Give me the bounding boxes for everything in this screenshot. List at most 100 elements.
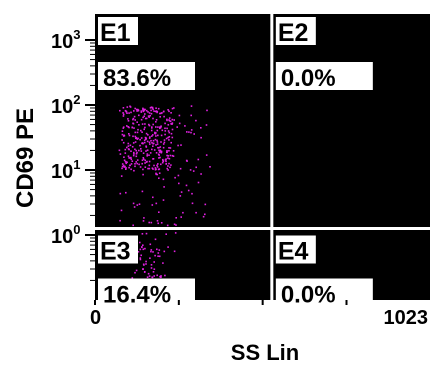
scatter-point [195, 119, 197, 122]
scatter-point [136, 121, 138, 123]
scatter-point [123, 134, 126, 137]
scatter-point [150, 249, 153, 251]
scatter-point [154, 238, 157, 241]
scatter-point [170, 112, 172, 114]
scatter-point [171, 128, 174, 131]
scatter-point [160, 276, 162, 278]
quadrant-percent-box [275, 62, 373, 90]
scatter-point [142, 168, 144, 171]
x-tick-label: 0 [90, 307, 101, 329]
scatter-point [138, 114, 140, 117]
scatter-point [140, 118, 143, 121]
scatter-point [147, 115, 150, 117]
scatter-point [157, 146, 159, 149]
scatter-point [151, 204, 154, 206]
scatter-point [120, 209, 123, 212]
scatter-point [168, 117, 171, 119]
scatter-point [126, 161, 128, 164]
scatter-point [128, 157, 130, 159]
scatter-point [133, 151, 135, 154]
scatter-point [153, 261, 155, 263]
quadrant-percent-e1: 83.6% [103, 65, 171, 92]
scatter-point [140, 148, 142, 150]
scatter-point [150, 264, 153, 266]
scatter-point [171, 154, 174, 157]
scatter-point [142, 110, 145, 113]
scatter-point [148, 124, 151, 127]
y-axis-ticks: 100 101 102 103 [51, 27, 95, 281]
scatter-point [134, 119, 136, 121]
scatter-point [166, 151, 168, 153]
scatter-point [145, 117, 148, 120]
scatter-point [197, 181, 200, 184]
scatter-point [166, 119, 168, 122]
scatter-point [206, 109, 208, 112]
scatter-point [127, 145, 130, 147]
scatter-point [190, 131, 192, 134]
scatter-point [167, 246, 169, 248]
scatter-point [156, 164, 158, 167]
scatter-point [155, 202, 158, 205]
scatter-point [157, 252, 160, 254]
scatter-point [124, 152, 127, 154]
scatter-point [142, 157, 145, 159]
scatter-point [166, 127, 168, 130]
scatter-point [170, 141, 172, 144]
quadrant-percent-e2: 0.0% [281, 65, 336, 92]
scatter-point [138, 163, 140, 166]
scatter-point [168, 150, 170, 152]
scatter-point [178, 114, 181, 117]
scatter-point [132, 122, 134, 125]
scatter-point [190, 114, 192, 117]
scatter-point [153, 164, 155, 167]
scatter-point [158, 255, 161, 258]
scatter-point [126, 106, 129, 108]
scatter-point [165, 158, 167, 160]
scatter-point [148, 137, 151, 139]
scatter-point [127, 120, 130, 122]
scatter-point [145, 232, 148, 235]
scatter-point [164, 127, 166, 130]
scatter-point [163, 110, 165, 113]
quadrant-id-e3: E3 [100, 238, 131, 266]
scatter-point [119, 153, 122, 155]
scatter-point [145, 132, 148, 135]
scatter-point [172, 150, 175, 152]
scatter-point [187, 189, 190, 192]
scatter-point [209, 166, 211, 168]
y-tick-label: 100 [51, 222, 80, 248]
scatter-point [118, 149, 121, 152]
scatter-point [156, 139, 158, 142]
scatter-point [148, 141, 151, 144]
scatter-point [170, 132, 173, 135]
quadrant-id-box [98, 17, 138, 45]
scatter-point [171, 122, 174, 124]
scatter-point [151, 107, 154, 109]
scatter-point [119, 192, 122, 195]
scatter-point [133, 169, 135, 172]
scatter-point [158, 147, 160, 149]
scatter-point [152, 117, 154, 120]
scatter-point [171, 107, 174, 110]
scatter-point [162, 158, 164, 161]
scatter-point [165, 160, 167, 162]
quadrant-percent-box [275, 278, 373, 307]
scatter-point [146, 149, 149, 151]
scatter-point [180, 216, 182, 218]
scatter-point [125, 191, 127, 194]
scatter-point [167, 124, 170, 126]
scatter-point [122, 141, 125, 144]
scatter-point [122, 126, 125, 128]
scatter-point [136, 204, 139, 206]
scatter-point [156, 141, 159, 143]
scatter-point [191, 192, 193, 195]
scatter-point [128, 133, 130, 135]
scatter-point [172, 155, 175, 157]
scatter-point [148, 164, 151, 167]
scatter-point [165, 162, 168, 165]
scatter-point [159, 112, 161, 115]
scatter-point [168, 147, 170, 149]
scatter-point [155, 107, 157, 109]
scatter-point [127, 148, 130, 150]
scatter-point [158, 172, 161, 174]
